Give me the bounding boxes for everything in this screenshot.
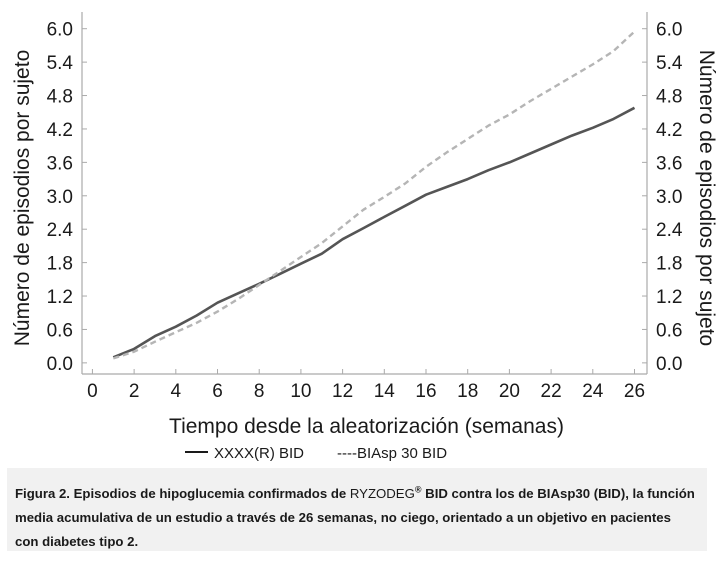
series-line-xxxx: [112, 106, 636, 359]
series-line-biasp30: [112, 30, 636, 360]
y-axis-title-right: Número de episodios por sujeto: [695, 50, 718, 347]
x-tick-label: 20: [499, 381, 520, 402]
x-tick-label: 26: [624, 381, 645, 402]
y-tick-label-right: 0.0: [656, 354, 682, 375]
y-tick-label-left: 1.8: [47, 254, 73, 275]
y-tick-label-right: 5.4: [656, 53, 683, 74]
y-tick-label-left: 3.0: [47, 187, 73, 208]
y-tick-label-left: 3.6: [47, 153, 73, 174]
y-tick-label-right: 2.4: [656, 220, 683, 241]
x-tick-label: 6: [212, 381, 223, 402]
y-tick-label-right: 0.6: [656, 320, 682, 341]
y-tick-label-left: 4.8: [47, 87, 73, 108]
x-tick-label: 0: [87, 381, 98, 402]
y-tick-label-left: 6.0: [47, 20, 73, 41]
x-tick-label: 8: [254, 381, 265, 402]
legend-label-1: XXXX(R) BID: [214, 445, 304, 462]
x-tick-label: 12: [332, 381, 353, 402]
x-tick-label: 4: [171, 381, 182, 402]
legend: XXXX(R) BID ----BIAsp 30 BID: [185, 445, 447, 462]
y-tick-label-right: 6.0: [656, 20, 682, 41]
y-tick-label-right: 1.2: [656, 287, 682, 308]
caption-brand: RYZODEG: [349, 486, 415, 501]
legend-label-2: ----BIAsp 30 BID: [337, 445, 447, 462]
y-tick-label-right: 4.2: [656, 120, 682, 141]
axes: [81, 12, 648, 375]
x-axis-title: Tiempo desde la aleatorización (semanas): [169, 415, 564, 438]
x-tick-label: 18: [457, 381, 478, 402]
y-tick-label-right: 1.8: [656, 254, 682, 275]
y-tick-label-right: 3.6: [656, 153, 682, 174]
caption-part1: Figura 2. Episodios de hipoglucemia conf…: [15, 486, 350, 501]
line-chart: 0.0 0.0 0.6 0.6 1.2 1.2 1.8 1.8 2.4 2.4 3.0 3.0 3.6 3…: [11, 12, 718, 462]
y-tick-label-left: 0.6: [47, 320, 73, 341]
y-tick-label-left: 5.4: [47, 53, 74, 74]
figure-caption: Figura 2. Episodios de hipoglucemia conf…: [7, 468, 707, 551]
y-tick-label-left: 2.4: [47, 220, 74, 241]
x-tick-label: 22: [541, 381, 562, 402]
y-tick-label-right: 3.0: [656, 187, 682, 208]
x-tick-label: 16: [415, 381, 436, 402]
x-tick-label: 14: [374, 381, 396, 402]
y-tick-label-left: 0.0: [47, 354, 73, 375]
y-tick-label-right: 4.8: [656, 87, 682, 108]
y-axis-title-left: Número de episodios por sujeto: [11, 50, 34, 347]
registered-mark: ®: [414, 484, 422, 495]
x-tick-label: 2: [129, 381, 140, 402]
series-lines: [112, 30, 636, 360]
y-tick-label-left: 4.2: [47, 120, 73, 141]
y-tick-label-left: 1.2: [47, 287, 73, 308]
caption-part2: BID contra los de BIAsp30 (BID), la func…: [15, 486, 695, 549]
chart-area: 0.0 0.0 0.6 0.6 1.2 1.2 1.8 1.8 2.4 2.4 3.0 3.0 3.6 3…: [11, 12, 718, 462]
tick-labels: 0.0 0.0 0.6 0.6 1.2 1.2 1.8 1.8 2.4 2.4 3.0 3.0 3.6 3…: [47, 20, 683, 402]
x-tick-label: 10: [290, 381, 311, 402]
x-tick-label: 24: [582, 381, 604, 402]
